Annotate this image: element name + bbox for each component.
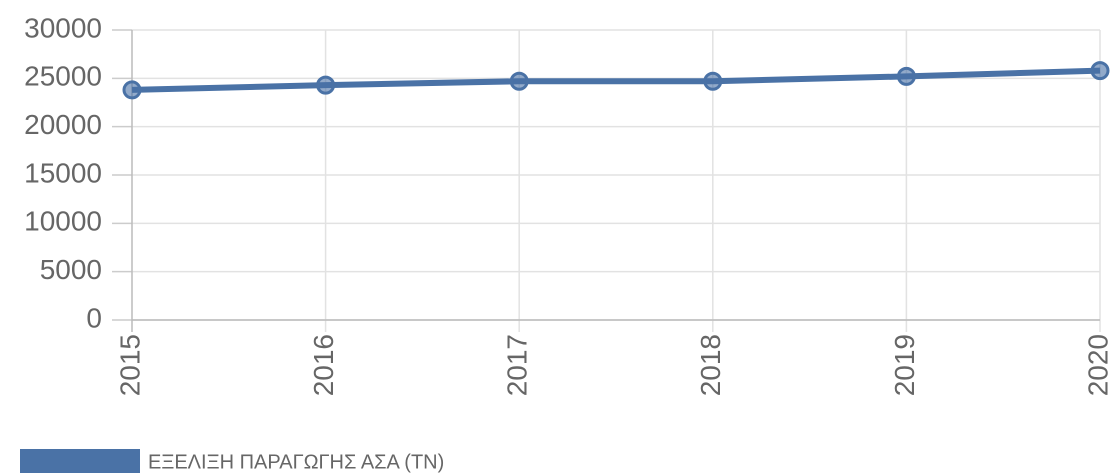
y-tick-label: 5000	[40, 254, 102, 285]
point	[703, 71, 723, 91]
x-tick-label: 2016	[308, 334, 339, 396]
point	[509, 71, 529, 91]
x-tick-label: 2015	[114, 334, 145, 396]
y-tick-label: 0	[86, 302, 102, 333]
x-tick-label: 2020	[1082, 334, 1113, 396]
y-tick-label: 10000	[24, 206, 102, 237]
point	[122, 80, 142, 100]
point	[896, 66, 916, 86]
x-tick-label: 2017	[502, 334, 533, 396]
y-tick-label: 20000	[24, 109, 102, 140]
y-tick-label: 15000	[24, 157, 102, 188]
x-tick-label: 2018	[695, 334, 726, 396]
y-tick-label: 25000	[24, 61, 102, 92]
point	[1090, 61, 1110, 81]
legend-label: ΕΞΕΛΙΞΗ ΠΑΡΑΓΩΓΗΣ ΑΣΑ (ΤΝ)	[148, 451, 444, 473]
legend-swatch	[20, 449, 140, 473]
x-tick-label: 2019	[889, 334, 920, 396]
y-tick-label: 30000	[24, 12, 102, 43]
series-line	[131, 67, 1101, 93]
point	[316, 75, 336, 95]
